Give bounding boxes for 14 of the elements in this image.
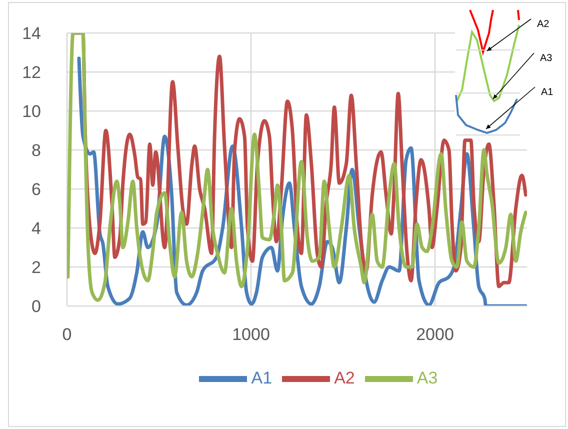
y-tick-label: 8	[32, 141, 41, 160]
y-tick-label: 10	[22, 102, 41, 122]
x-tick-label: 1000	[232, 325, 270, 344]
x-tick-label: 2000	[416, 325, 454, 344]
x-tick-label: 0	[62, 325, 72, 344]
y-tick-label: 2	[32, 258, 41, 278]
y-tick-label: 4	[32, 219, 41, 238]
legend-label: A1	[251, 368, 272, 388]
legend-label: A2	[334, 368, 355, 388]
y-tick-label: 14	[22, 24, 41, 44]
y-tick-label: 6	[32, 180, 41, 200]
y-tick-label: 12	[22, 63, 41, 82]
legend-label: A3	[416, 368, 438, 388]
y-tick-label: 0	[32, 297, 41, 316]
